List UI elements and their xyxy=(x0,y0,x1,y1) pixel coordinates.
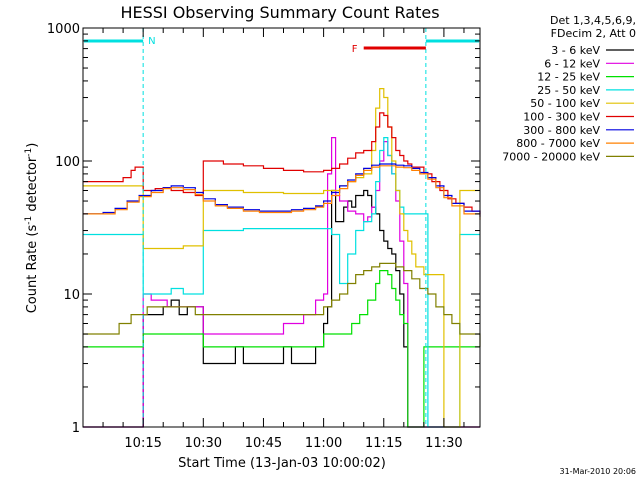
x-tick-label: 11:00 xyxy=(305,436,342,451)
series-layer xyxy=(83,88,481,428)
y-tick-label: 1000 xyxy=(47,22,80,37)
x-axis: 10:15 10:30 10:45 11:00 11:15 11:30 xyxy=(82,28,465,451)
legend-label: 7000 - 20000 keV xyxy=(502,150,600,163)
x-tick-label: 10:45 xyxy=(245,436,282,451)
x-tick-label: 11:30 xyxy=(425,436,462,451)
y-tick-label: 1 xyxy=(72,421,80,436)
legend-label: 12 - 25 keV xyxy=(537,71,600,84)
legend-label: 6 - 12 keV xyxy=(544,57,600,70)
x-axis-label: Start Time (13-Jan-03 10:00:02) xyxy=(178,456,386,471)
flare-label: F xyxy=(352,44,358,55)
series-line-2 xyxy=(83,270,480,428)
y-tick-label: 100 xyxy=(55,155,80,170)
y-axis-label: Count Rate (s-1 detector-1) xyxy=(24,143,40,314)
legend-label: 3 - 6 keV xyxy=(551,44,600,57)
legend-label: 300 - 800 keV xyxy=(523,124,600,137)
legend-header-line-1: Det 1,3,4,5,6,9, xyxy=(550,14,636,27)
series-line-7 xyxy=(83,165,481,220)
generation-timestamp: 31-Mar-2010 20:06 xyxy=(560,467,637,476)
chart-title: HESSI Observing Summary Count Rates xyxy=(120,3,439,22)
legend-header-line-2: FDecim 2, Att 0 xyxy=(551,27,636,40)
legend-label: 800 - 7000 keV xyxy=(516,137,600,150)
y-tick-label: 10 xyxy=(63,288,80,303)
legend-label: 50 - 100 keV xyxy=(530,97,600,110)
night-label: N xyxy=(148,36,155,47)
y-axis: 1 10 100 1000 xyxy=(47,22,480,436)
series-line-3 xyxy=(83,137,480,428)
legend-label: 100 - 300 keV xyxy=(523,111,600,124)
plot-frame xyxy=(82,27,481,428)
x-tick-label: 10:30 xyxy=(185,436,222,451)
series-line-8 xyxy=(83,262,481,347)
x-tick-label: 10:15 xyxy=(124,436,161,451)
legend-label: 25 - 50 keV xyxy=(537,84,600,97)
annotation-layer: NF xyxy=(84,28,479,427)
legend: Det 1,3,4,5,6,9, FDecim 2, Att 0 3 - 6 k… xyxy=(502,14,636,163)
x-tick-label: 11:15 xyxy=(365,436,402,451)
